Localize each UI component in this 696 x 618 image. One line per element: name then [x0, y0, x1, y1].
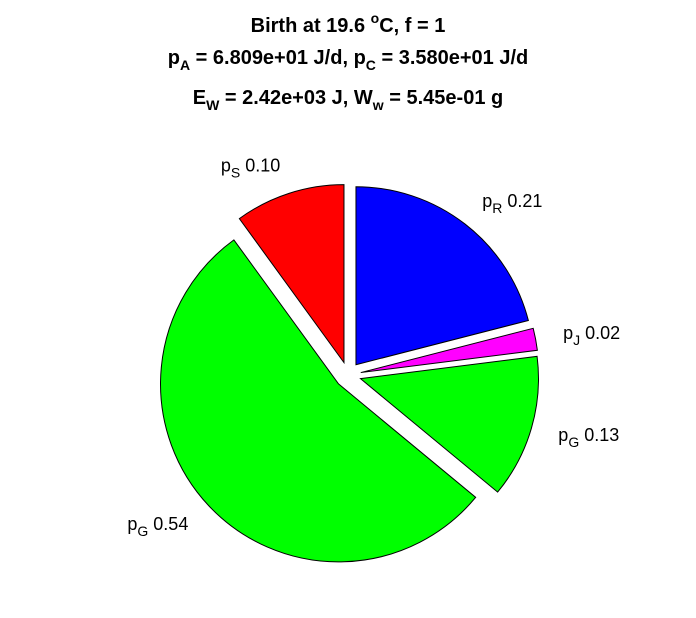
slice-label-4: pS 0.10 — [221, 156, 280, 181]
title-line-2: pA = 6.809e+01 J/d, pC = 3.580e+01 J/d — [168, 47, 529, 73]
pie-slice-1 — [360, 327, 538, 374]
pie-slice-3 — [160, 239, 477, 563]
pie-slice-2 — [359, 355, 539, 493]
pie-slices — [160, 184, 539, 563]
pie-slice-0 — [355, 186, 529, 366]
slice-label-3: pG 0.54 — [127, 514, 188, 539]
title-line-1: Birth at 19.6 oC, f = 1 — [251, 10, 446, 37]
slice-label-1: pJ 0.02 — [563, 323, 620, 348]
chart-title: Birth at 19.6 oC, f = 1 pA = 6.809e+01 J… — [168, 10, 529, 113]
slice-labels: pR 0.21 pJ 0.02 pG 0.13 pG 0.54 pS 0.10 — [127, 156, 620, 539]
slice-label-2: pG 0.13 — [558, 425, 619, 450]
title-line-3: EW = 2.42e+03 J, Ww = 5.45e-01 g — [193, 87, 503, 113]
pie-slice-4 — [238, 184, 345, 365]
slice-label-0: pR 0.21 — [482, 191, 542, 216]
